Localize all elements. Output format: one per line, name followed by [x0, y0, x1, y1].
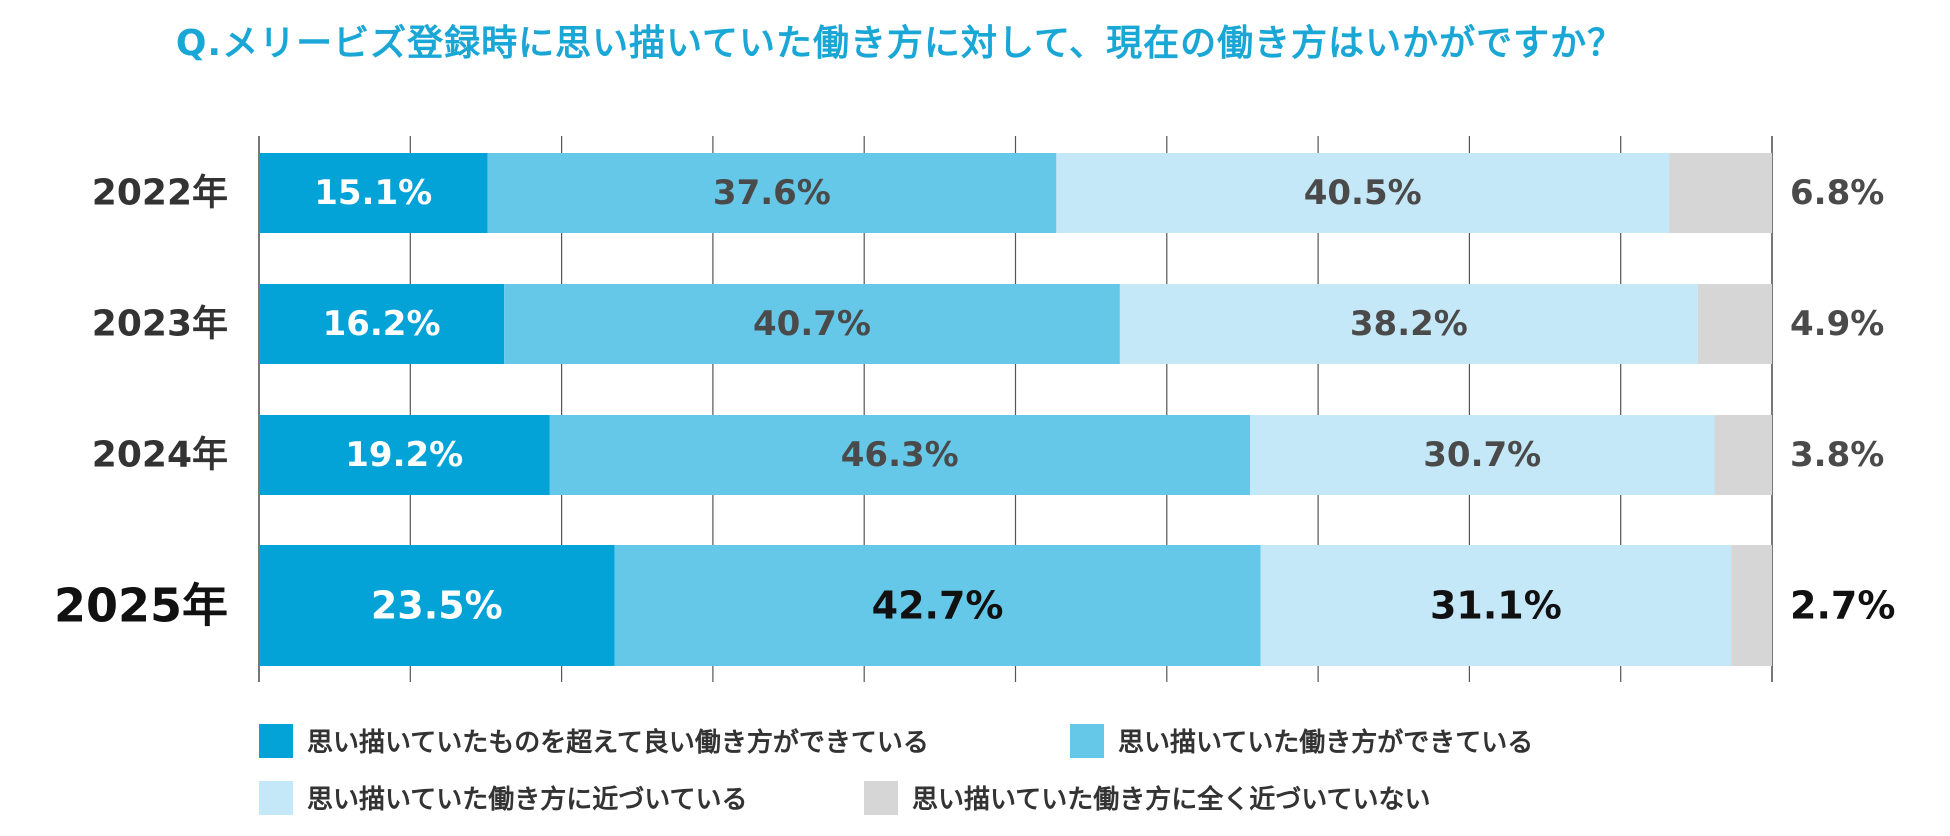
- legend-item-not-approaching: 思い描いていた働き方に全く近づいていない: [864, 779, 1430, 816]
- bar-segment-approaching: [1056, 153, 1670, 233]
- data-label-achieved: 42.7%: [872, 584, 1004, 628]
- legend-label-achieved: 思い描いていた働き方ができている: [1118, 728, 1534, 758]
- legend-item-exceeded: 思い描いていたものを超えて良い働き方ができている: [259, 722, 929, 759]
- data-label-not-approaching: 2.7%: [1790, 584, 1895, 628]
- bar-segment-approaching: [1260, 545, 1732, 666]
- data-label-exceeded: 23.5%: [371, 584, 503, 628]
- legend-swatch-exceeded: [259, 723, 293, 758]
- bar-segment-not-approaching: [1697, 284, 1772, 364]
- data-label-approaching: 40.5%: [1304, 173, 1422, 213]
- category-label: 2022年: [92, 173, 228, 214]
- category-label: 2024年: [92, 435, 228, 476]
- bar-segment-exceeded: [259, 153, 488, 233]
- data-label-exceeded: 16.2%: [323, 304, 441, 344]
- bar-segment-not-approaching: [1731, 545, 1772, 666]
- legend-swatch-not-approaching: [864, 780, 898, 815]
- bar-segment-achieved: [549, 415, 1251, 495]
- bar-segment-not-approaching: [1669, 153, 1772, 233]
- data-label-exceeded: 15.1%: [314, 173, 432, 213]
- legend-label-approaching: 思い描いていた働き方に近づいている: [307, 785, 748, 815]
- legend-swatch-approaching: [259, 780, 293, 815]
- category-label: 2025年: [54, 579, 228, 633]
- legend-swatch-achieved: [1070, 723, 1104, 758]
- data-label-not-approaching: 4.9%: [1790, 304, 1884, 344]
- data-label-approaching: 31.1%: [1430, 584, 1562, 628]
- bar-segment-approaching: [1119, 284, 1698, 364]
- bar-segment-approaching: [1250, 415, 1715, 495]
- bar-segment-exceeded: [259, 415, 550, 495]
- bar-segment-not-approaching: [1714, 415, 1772, 495]
- legend-item-achieved: 思い描いていた働き方ができている: [1070, 722, 1533, 759]
- chart-title: Q.メリービズ登録時に思い描いていた働き方に対して、現在の働き方はいかがですか？: [175, 23, 1625, 64]
- legend-label-not-approaching: 思い描いていた働き方に全く近づいていない: [912, 785, 1431, 815]
- category-label: 2023年: [92, 304, 228, 345]
- legend-label-exceeded: 思い描いていたものを超えて良い働き方ができている: [307, 728, 929, 758]
- data-label-achieved: 37.6%: [713, 173, 831, 213]
- data-label-not-approaching: 3.8%: [1790, 435, 1884, 475]
- bar-segment-achieved: [504, 284, 1120, 364]
- data-label-approaching: 30.7%: [1423, 435, 1541, 475]
- data-label-not-approaching: 6.8%: [1790, 173, 1884, 213]
- bar-segment-achieved: [614, 545, 1261, 666]
- bar-segment-exceeded: [259, 545, 615, 666]
- legend-item-approaching: 思い描いていた働き方に近づいている: [259, 779, 747, 816]
- bar-segment-exceeded: [259, 284, 505, 364]
- data-label-approaching: 38.2%: [1350, 304, 1468, 344]
- data-label-achieved: 46.3%: [841, 435, 959, 475]
- data-label-achieved: 40.7%: [753, 304, 871, 344]
- data-label-exceeded: 19.2%: [345, 435, 463, 475]
- bar-segment-achieved: [487, 153, 1057, 233]
